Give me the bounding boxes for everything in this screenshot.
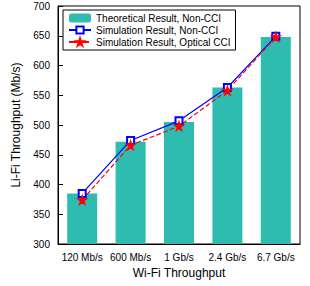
svg-text:600 Mb/s: 600 Mb/s xyxy=(110,252,151,263)
svg-text:450: 450 xyxy=(33,149,50,160)
svg-text:400: 400 xyxy=(33,179,50,190)
svg-text:300: 300 xyxy=(33,239,50,250)
svg-text:Simulation Result, Optical CCI: Simulation Result, Optical CCI xyxy=(96,37,231,48)
svg-text:Simulation Result, Non-CCI: Simulation Result, Non-CCI xyxy=(96,25,218,36)
svg-text:120 Mb/s: 120 Mb/s xyxy=(62,252,103,263)
svg-text:500: 500 xyxy=(33,120,50,131)
svg-text:Wi-Fi Throughput: Wi-Fi Throughput xyxy=(133,266,226,280)
svg-text:Li-Fi Throughput (Mb/s): Li-Fi Throughput (Mb/s) xyxy=(9,62,23,187)
svg-text:600: 600 xyxy=(33,60,50,71)
svg-text:650: 650 xyxy=(33,30,50,41)
svg-text:700: 700 xyxy=(33,1,50,12)
svg-text:350: 350 xyxy=(33,209,50,220)
svg-text:550: 550 xyxy=(33,90,50,101)
svg-text:Theoretical Result, Non-CCI: Theoretical Result, Non-CCI xyxy=(96,13,221,24)
svg-text:6.7 Gb/s: 6.7 Gb/s xyxy=(257,252,295,263)
svg-text:2.4 Gb/s: 2.4 Gb/s xyxy=(208,252,246,263)
svg-text:1 Gb/s: 1 Gb/s xyxy=(164,252,193,263)
